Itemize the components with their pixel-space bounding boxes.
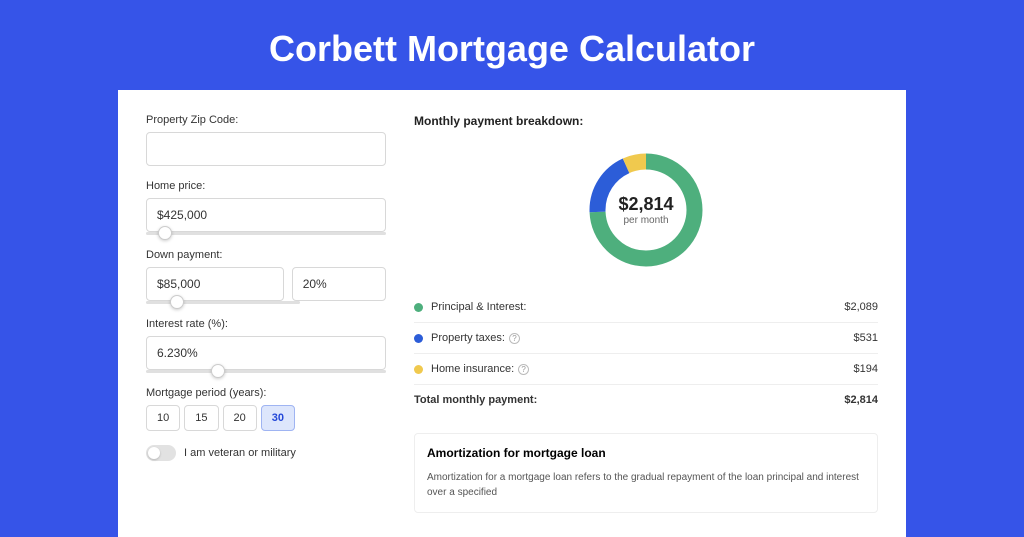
amortization-section: Amortization for mortgage loan Amortizat… xyxy=(414,433,878,513)
period-options: 10152030 xyxy=(146,405,386,431)
home-price-slider[interactable] xyxy=(146,232,386,235)
amortization-text: Amortization for a mortgage loan refers … xyxy=(427,470,865,500)
breakdown-row-property_taxes: Property taxes: ?$531 xyxy=(414,323,878,354)
donut-sublabel: per month xyxy=(623,215,668,226)
donut-amount: $2,814 xyxy=(618,194,673,215)
zip-label: Property Zip Code: xyxy=(146,114,386,126)
amortization-title: Amortization for mortgage loan xyxy=(427,446,865,460)
zip-input[interactable] xyxy=(146,132,386,166)
period-label: Mortgage period (years): xyxy=(146,387,386,399)
legend-dot xyxy=(414,365,423,374)
period-field: Mortgage period (years): 10152030 xyxy=(146,387,386,431)
breakdown-row-home_insurance: Home insurance: ?$194 xyxy=(414,354,878,385)
home-price-input[interactable] xyxy=(146,198,386,232)
period-option-15[interactable]: 15 xyxy=(184,405,218,431)
breakdown-label: Principal & Interest: xyxy=(431,301,844,313)
breakdown-total-row: Total monthly payment:$2,814 xyxy=(414,385,878,415)
interest-rate-slider-thumb[interactable] xyxy=(211,364,225,378)
veteran-label: I am veteran or military xyxy=(184,447,296,459)
donut-chart: $2,814 per month xyxy=(414,146,878,274)
home-price-field: Home price: xyxy=(146,180,386,235)
calculator-card: Property Zip Code: Home price: Down paym… xyxy=(118,90,906,537)
period-option-20[interactable]: 20 xyxy=(223,405,257,431)
total-value: $2,814 xyxy=(844,394,878,406)
interest-rate-input[interactable] xyxy=(146,336,386,370)
down-payment-field: Down payment: xyxy=(146,249,386,304)
legend-dot xyxy=(414,303,423,312)
period-option-30[interactable]: 30 xyxy=(261,405,295,431)
interest-rate-slider[interactable] xyxy=(146,370,386,373)
down-payment-slider-thumb[interactable] xyxy=(170,295,184,309)
page-title: Corbett Mortgage Calculator xyxy=(0,0,1024,90)
info-icon[interactable]: ? xyxy=(509,333,520,344)
breakdown-row-principal_interest: Principal & Interest:$2,089 xyxy=(414,292,878,323)
down-payment-amount-input[interactable] xyxy=(146,267,284,301)
breakdown-value: $2,089 xyxy=(844,301,878,313)
period-option-10[interactable]: 10 xyxy=(146,405,180,431)
info-icon[interactable]: ? xyxy=(518,364,529,375)
home-price-slider-thumb[interactable] xyxy=(158,226,172,240)
interest-rate-label: Interest rate (%): xyxy=(146,318,386,330)
home-price-label: Home price: xyxy=(146,180,386,192)
breakdown-value: $194 xyxy=(854,363,878,375)
breakdown-title: Monthly payment breakdown: xyxy=(414,114,878,128)
veteran-row: I am veteran or military xyxy=(146,445,386,461)
inputs-column: Property Zip Code: Home price: Down paym… xyxy=(146,114,386,513)
breakdown-value: $531 xyxy=(854,332,878,344)
down-payment-slider[interactable] xyxy=(146,301,300,304)
total-label: Total monthly payment: xyxy=(414,394,844,406)
legend-dot xyxy=(414,334,423,343)
breakdown-column: Monthly payment breakdown: $2,814 per mo… xyxy=(414,114,878,513)
breakdown-list: Principal & Interest:$2,089Property taxe… xyxy=(414,292,878,415)
breakdown-label: Home insurance: ? xyxy=(431,363,854,375)
veteran-toggle[interactable] xyxy=(146,445,176,461)
breakdown-label: Property taxes: ? xyxy=(431,332,854,344)
down-payment-percent-input[interactable] xyxy=(292,267,386,301)
interest-rate-field: Interest rate (%): xyxy=(146,318,386,373)
zip-field: Property Zip Code: xyxy=(146,114,386,166)
down-payment-label: Down payment: xyxy=(146,249,386,261)
